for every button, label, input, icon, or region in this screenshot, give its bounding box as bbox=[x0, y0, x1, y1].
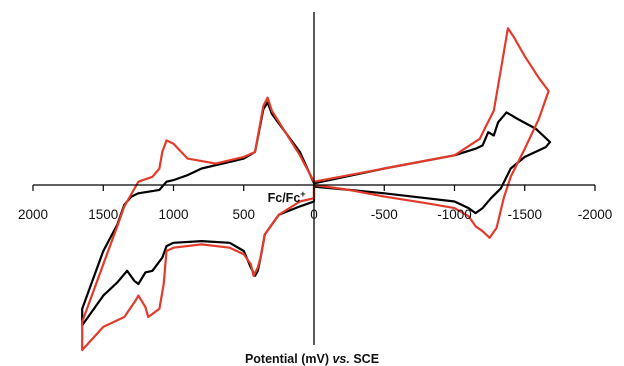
voltammogram-curve-2 bbox=[81, 27, 550, 352]
x-tick-label: 2000 bbox=[18, 207, 48, 222]
x-axis-label: Potential (mV) vs. SCE bbox=[245, 352, 379, 366]
x-tick-label: -500 bbox=[371, 207, 398, 222]
fc-annotation-base: Fc/Fc bbox=[268, 191, 301, 205]
x-tick-label: -2000 bbox=[578, 207, 613, 222]
x-tick-label: 1500 bbox=[88, 207, 118, 222]
voltammogram-curve-1 bbox=[81, 101, 552, 327]
fc-annotation-sup: + bbox=[300, 189, 305, 199]
x-axis-label-part-1: Potential (mV) bbox=[245, 352, 333, 366]
fc-annotation: Fc/Fc+ bbox=[268, 189, 306, 205]
x-tick-label: -1500 bbox=[507, 207, 542, 222]
x-tick-label: -1000 bbox=[437, 207, 472, 222]
x-tick-label: 0 bbox=[310, 207, 318, 222]
x-tick-label: 1000 bbox=[158, 207, 188, 222]
x-tick-label-group: 2000 1500 1000 500 0 -500 -1000 -1500 -2000 bbox=[18, 207, 612, 222]
x-tick-group bbox=[32, 185, 596, 191]
x-axis-label-part-2: vs. bbox=[332, 352, 349, 366]
curve-group bbox=[81, 27, 552, 352]
x-axis-label-part-3: SCE bbox=[350, 352, 379, 366]
x-tick-label: 500 bbox=[232, 207, 255, 222]
